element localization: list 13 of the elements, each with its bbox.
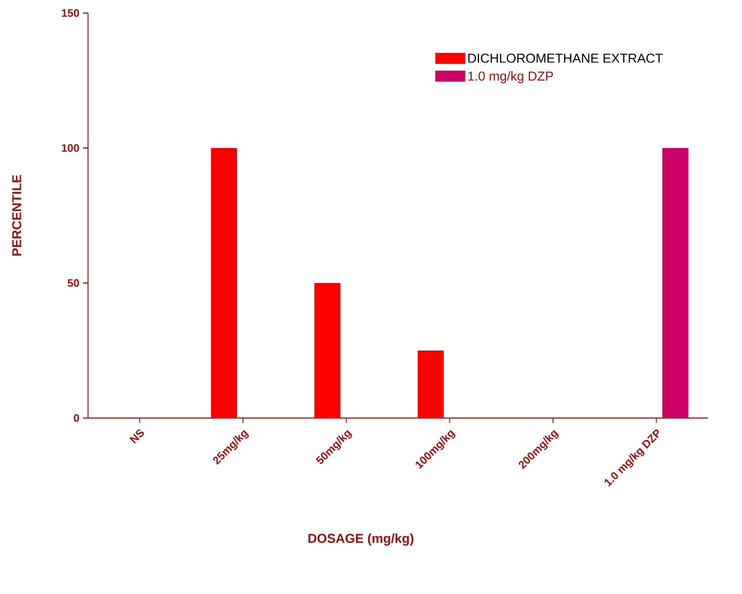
legend-label: DICHLOROMETHANE EXTRACT [468, 54, 663, 63]
legend-label: 1.0 mg/kg DZP [468, 71, 553, 84]
bar [211, 148, 237, 418]
bar [662, 148, 688, 418]
y-axis-title: PERCENTILE [12, 174, 22, 256]
y-tick-label: 0 [74, 414, 80, 422]
bar [314, 282, 340, 418]
y-tick-label: 150 [62, 9, 80, 17]
bar [418, 350, 444, 418]
y-tick-label: 50 [68, 279, 80, 287]
y-tick-label: 100 [62, 144, 80, 152]
x-axis-title: DOSAGE (mg/kg) [308, 533, 414, 546]
x-tick-label: NS [130, 429, 144, 444]
